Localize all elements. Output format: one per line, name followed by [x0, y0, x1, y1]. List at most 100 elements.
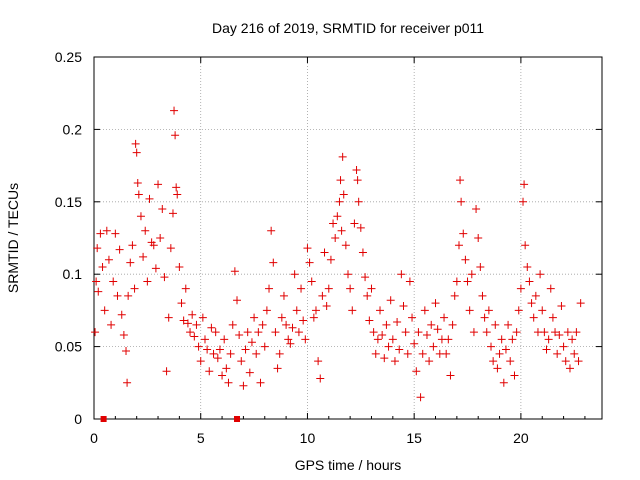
- data-point: [299, 316, 308, 325]
- data-point: [350, 219, 359, 228]
- data-point: [369, 328, 378, 337]
- data-point: [282, 320, 291, 329]
- data-point: [154, 180, 163, 189]
- data-point: [198, 313, 207, 322]
- data-point: [213, 354, 222, 363]
- data-points: [91, 106, 585, 422]
- y-axis-label: SRMTID / TECUs: [5, 183, 21, 293]
- data-point: [540, 328, 549, 337]
- data-point: [467, 270, 476, 279]
- data-point: [224, 378, 233, 387]
- data-point: [322, 302, 331, 311]
- data-point: [258, 320, 267, 329]
- data-point: [324, 284, 333, 293]
- data-point-zero: [100, 416, 107, 422]
- data-point: [559, 342, 568, 351]
- data-point: [542, 345, 551, 354]
- data-point: [425, 357, 434, 366]
- data-point: [205, 367, 214, 376]
- data-point: [570, 349, 579, 358]
- data-point: [307, 277, 316, 286]
- data-point: [141, 226, 150, 235]
- data-point: [361, 273, 370, 282]
- data-point: [94, 287, 103, 296]
- y-tick-label: 0.1: [63, 266, 83, 282]
- data-point: [151, 264, 160, 273]
- data-point: [422, 331, 431, 340]
- data-point: [335, 197, 344, 206]
- data-point: [557, 302, 566, 311]
- data-point: [107, 320, 116, 329]
- data-point: [427, 320, 436, 329]
- data-point: [98, 262, 107, 271]
- data-point: [102, 226, 111, 235]
- data-point: [499, 378, 508, 387]
- x-tick-label: 10: [300, 430, 316, 446]
- data-point: [448, 320, 457, 329]
- data-point: [247, 338, 256, 347]
- data-point: [320, 248, 329, 257]
- data-point: [512, 328, 521, 337]
- x-tick-label: 20: [513, 430, 529, 446]
- data-point: [209, 349, 218, 358]
- data-point: [260, 342, 269, 351]
- data-point: [235, 331, 244, 340]
- data-point: [243, 328, 252, 337]
- data-point: [480, 313, 489, 322]
- data-point: [521, 241, 530, 250]
- data-point: [158, 205, 167, 214]
- data-point: [115, 245, 124, 254]
- data-point: [555, 331, 564, 340]
- data-point: [516, 284, 525, 293]
- data-point: [254, 328, 263, 337]
- data-point: [237, 357, 246, 366]
- data-point: [501, 345, 510, 354]
- data-point: [546, 284, 555, 293]
- data-point: [461, 255, 470, 264]
- data-point: [262, 306, 271, 315]
- data-point: [568, 335, 577, 344]
- data-point-zero: [234, 416, 241, 422]
- data-point: [544, 335, 553, 344]
- data-point: [538, 306, 547, 315]
- data-point: [301, 335, 310, 344]
- data-point: [173, 190, 182, 199]
- data-point: [252, 349, 261, 358]
- data-point: [386, 296, 395, 305]
- data-point: [440, 313, 449, 322]
- data-point: [491, 320, 500, 329]
- data-point: [160, 273, 169, 282]
- data-point: [410, 339, 419, 348]
- data-point: [292, 306, 301, 315]
- data-point: [474, 234, 483, 242]
- data-point: [149, 241, 158, 250]
- data-point: [397, 270, 406, 279]
- data-point: [497, 335, 506, 344]
- data-point: [452, 277, 461, 286]
- data-point: [373, 335, 382, 344]
- data-point: [514, 306, 523, 315]
- data-point: [341, 241, 350, 250]
- data-point: [314, 357, 323, 366]
- data-point: [576, 299, 585, 308]
- data-point: [354, 197, 363, 206]
- data-point: [109, 277, 118, 286]
- data-point: [520, 180, 529, 189]
- data-point: [175, 262, 184, 271]
- data-point: [376, 306, 385, 315]
- data-point: [131, 139, 140, 148]
- data-point: [179, 316, 188, 325]
- data-point: [126, 258, 135, 267]
- data-point: [111, 229, 120, 238]
- data-point: [279, 291, 288, 300]
- data-point: [356, 223, 365, 232]
- data-point: [143, 277, 152, 286]
- data-point: [484, 306, 493, 315]
- data-point: [553, 349, 562, 358]
- data-point: [286, 339, 295, 348]
- chart-title: Day 216 of 2019, SRMTID for receiver p01…: [212, 20, 484, 36]
- data-point: [305, 258, 314, 267]
- data-point: [196, 357, 205, 366]
- data-point: [358, 248, 367, 257]
